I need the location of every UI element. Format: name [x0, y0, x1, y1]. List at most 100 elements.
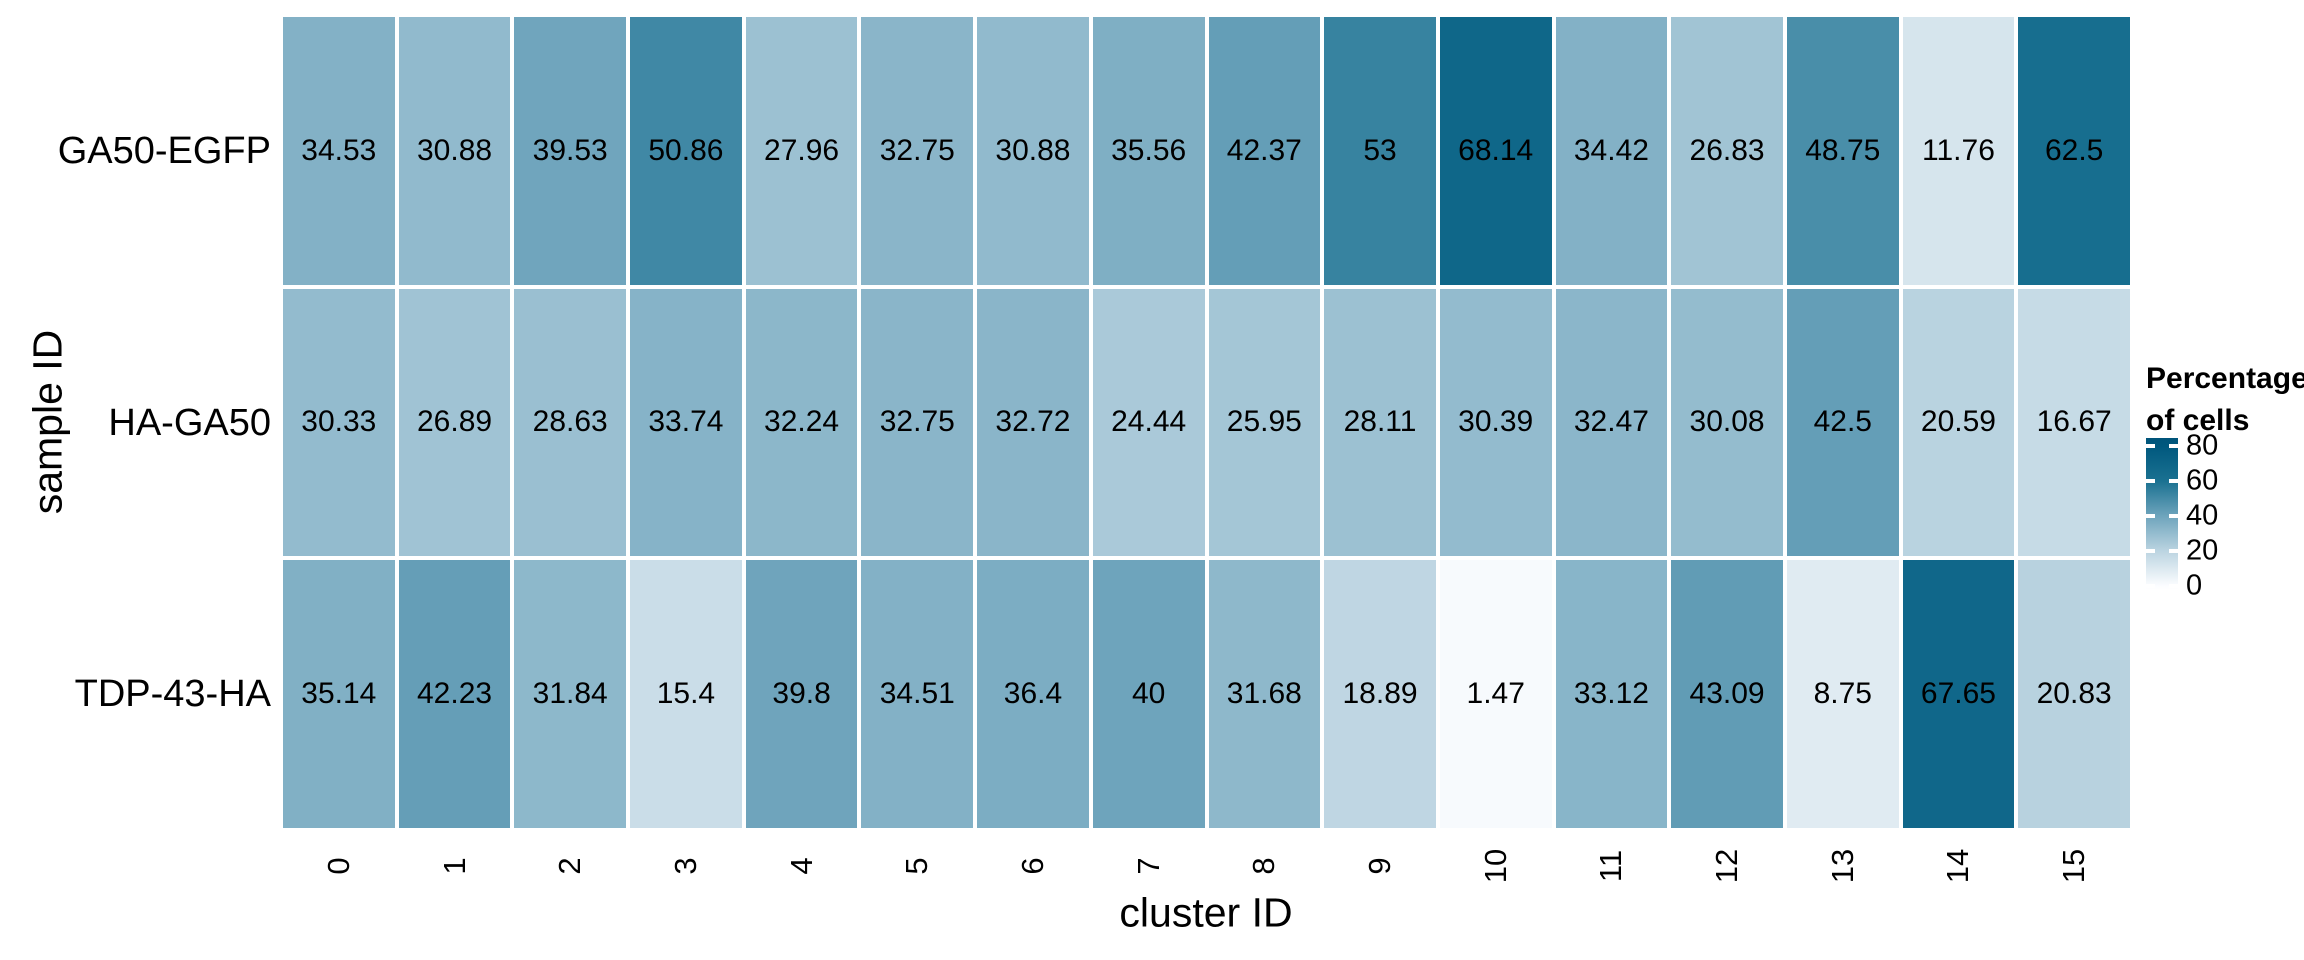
heatmap-cell-value: 34.53 — [301, 133, 377, 167]
heatmap-grid: 34.53 30.88 39.53 50.86 27.96 32.75 30.88 35.56… — [283, 17, 2130, 828]
heatmap-cell: 24.44 — [1092, 288, 1205, 557]
x-axis-label: 0 — [320, 857, 356, 875]
heatmap-cell: 32.24 — [745, 288, 858, 557]
heatmap-cell: 42.5 — [1786, 288, 1899, 557]
heatmap-cell-value: 39.8 — [772, 677, 831, 711]
heatmap-cell: 68.14 — [1439, 17, 1552, 285]
heatmap-cell: 26.83 — [1671, 17, 1783, 285]
heatmap-cell: 28.11 — [1324, 288, 1436, 557]
x-axis-label: 10 — [1477, 848, 1513, 884]
heatmap-cell-value: 34.42 — [1573, 133, 1649, 167]
legend-title-line1: Percentage — [2146, 362, 2304, 395]
heatmap-cell: 31.68 — [1208, 560, 1321, 828]
x-axis-label: 4 — [783, 857, 819, 875]
heatmap-cell-value: 67.65 — [1920, 677, 1996, 711]
heatmap-cell-value: 30.88 — [416, 133, 493, 167]
y-axis-label: GA50-EGFP — [57, 129, 271, 172]
heatmap-cell-value: 42.37 — [1226, 133, 1302, 167]
heatmap-cell-value: 26.89 — [416, 405, 493, 439]
legend-tick-mark — [2169, 514, 2178, 518]
legend-title: Percentage of cells — [2146, 358, 2304, 442]
heatmap-cell-value: 30.33 — [301, 405, 377, 439]
heatmap-cell-value: 32.47 — [1573, 405, 1649, 439]
heatmap-cell-value: 28.63 — [532, 405, 608, 439]
heatmap-cell: 33.74 — [630, 288, 742, 557]
heatmap-cell-value: 35.14 — [301, 677, 377, 711]
heatmap-cell: 31.84 — [514, 560, 627, 828]
legend-tick-mark — [2169, 549, 2178, 553]
heatmap-cell: 50.86 — [630, 17, 742, 285]
heatmap-cell-value: 31.68 — [1226, 677, 1302, 711]
heatmap-cell: 30.88 — [398, 17, 511, 285]
heatmap-cell: 27.96 — [745, 17, 858, 285]
heatmap-cell-value: 15.4 — [656, 677, 716, 711]
legend-tick-mark — [2146, 549, 2155, 553]
heatmap-cell-value: 8.75 — [1813, 677, 1872, 711]
heatmap-cell-value: 31.84 — [532, 677, 608, 711]
heatmap-cell-value: 32.75 — [879, 405, 955, 439]
x-axis-label: 8 — [1246, 857, 1282, 875]
heatmap-cell-value: 68.14 — [1458, 133, 1534, 167]
legend-tick-mark — [2146, 584, 2155, 588]
legend-tick-label: 20 — [2186, 534, 2219, 567]
x-axis-label: 1 — [436, 857, 472, 875]
heatmap-cell: 62.5 — [2018, 17, 2130, 285]
legend-tick-mark — [2169, 479, 2178, 483]
heatmap-cell-value: 40 — [1131, 677, 1166, 711]
legend-tick-mark — [2169, 444, 2178, 448]
x-axis-label: 7 — [1130, 857, 1166, 875]
heatmap-cell: 1.47 — [1439, 560, 1552, 828]
heatmap-cell: 36.4 — [977, 560, 1089, 828]
heatmap-cell-value: 48.75 — [1805, 133, 1881, 167]
heatmap-cell: 32.72 — [977, 288, 1089, 557]
heatmap-cell-value: 34.51 — [879, 677, 955, 711]
x-axis-label: 12 — [1709, 848, 1745, 884]
heatmap-cell: 34.42 — [1555, 17, 1668, 285]
heatmap-cell-value: 26.83 — [1689, 133, 1765, 167]
legend-tick-mark — [2146, 479, 2155, 483]
heatmap-cell: 32.75 — [861, 17, 974, 285]
x-axis-title: cluster ID — [1119, 889, 1293, 936]
heatmap-cell: 30.33 — [283, 288, 395, 557]
heatmap-cell: 28.63 — [514, 288, 627, 557]
x-axis-label: 9 — [1362, 857, 1398, 875]
legend-tick-mark — [2169, 584, 2178, 588]
heatmap-cell: 42.23 — [398, 560, 511, 828]
heatmap-cell-value: 33.12 — [1573, 677, 1649, 711]
heatmap-cell-value: 27.96 — [764, 133, 840, 167]
legend-tick-label: 60 — [2186, 464, 2219, 497]
x-axis-label: 2 — [552, 857, 588, 875]
y-axis-title: sample ID — [24, 329, 71, 515]
heatmap-cell-value: 18.89 — [1342, 677, 1418, 711]
heatmap-cell-value: 20.59 — [1920, 405, 1996, 439]
heatmap-cell: 16.67 — [2018, 288, 2130, 557]
legend-tick-mark — [2146, 514, 2155, 518]
heatmap-cell: 32.47 — [1555, 288, 1668, 557]
heatmap-cell: 30.08 — [1671, 288, 1783, 557]
heatmap-cell-value: 35.56 — [1111, 133, 1187, 167]
heatmap-cell: 43.09 — [1671, 560, 1783, 828]
legend-tick-label: 0 — [2186, 569, 2203, 602]
heatmap-cell-value: 16.67 — [2036, 405, 2112, 439]
heatmap-cell: 39.8 — [745, 560, 858, 828]
heatmap-cell-value: 32.24 — [764, 405, 840, 439]
heatmap-cell: 32.75 — [861, 288, 974, 557]
x-axis-label: 3 — [667, 857, 703, 875]
heatmap-cell: 53 — [1324, 17, 1436, 285]
legend-tick-label: 40 — [2186, 499, 2219, 532]
heatmap-cell: 35.14 — [283, 560, 395, 828]
heatmap-cell-value: 42.23 — [416, 677, 493, 711]
x-axis-label: 6 — [1014, 857, 1050, 875]
y-axis-label: TDP-43-HA — [74, 673, 271, 716]
heatmap-cell: 34.53 — [283, 17, 395, 285]
heatmap-cell-value: 36.4 — [1003, 677, 1063, 711]
x-axis-label: 5 — [899, 857, 935, 875]
heatmap-cell-value: 50.86 — [648, 133, 724, 167]
legend-title-line2: of cells — [2146, 404, 2250, 437]
heatmap-cell-value: 25.95 — [1226, 405, 1302, 439]
x-axis-label: 13 — [1824, 848, 1860, 884]
heatmap-cell: 15.4 — [630, 560, 742, 828]
heatmap-cell-value: 62.5 — [2044, 133, 2104, 167]
heatmap-cell-value: 30.08 — [1689, 405, 1765, 439]
